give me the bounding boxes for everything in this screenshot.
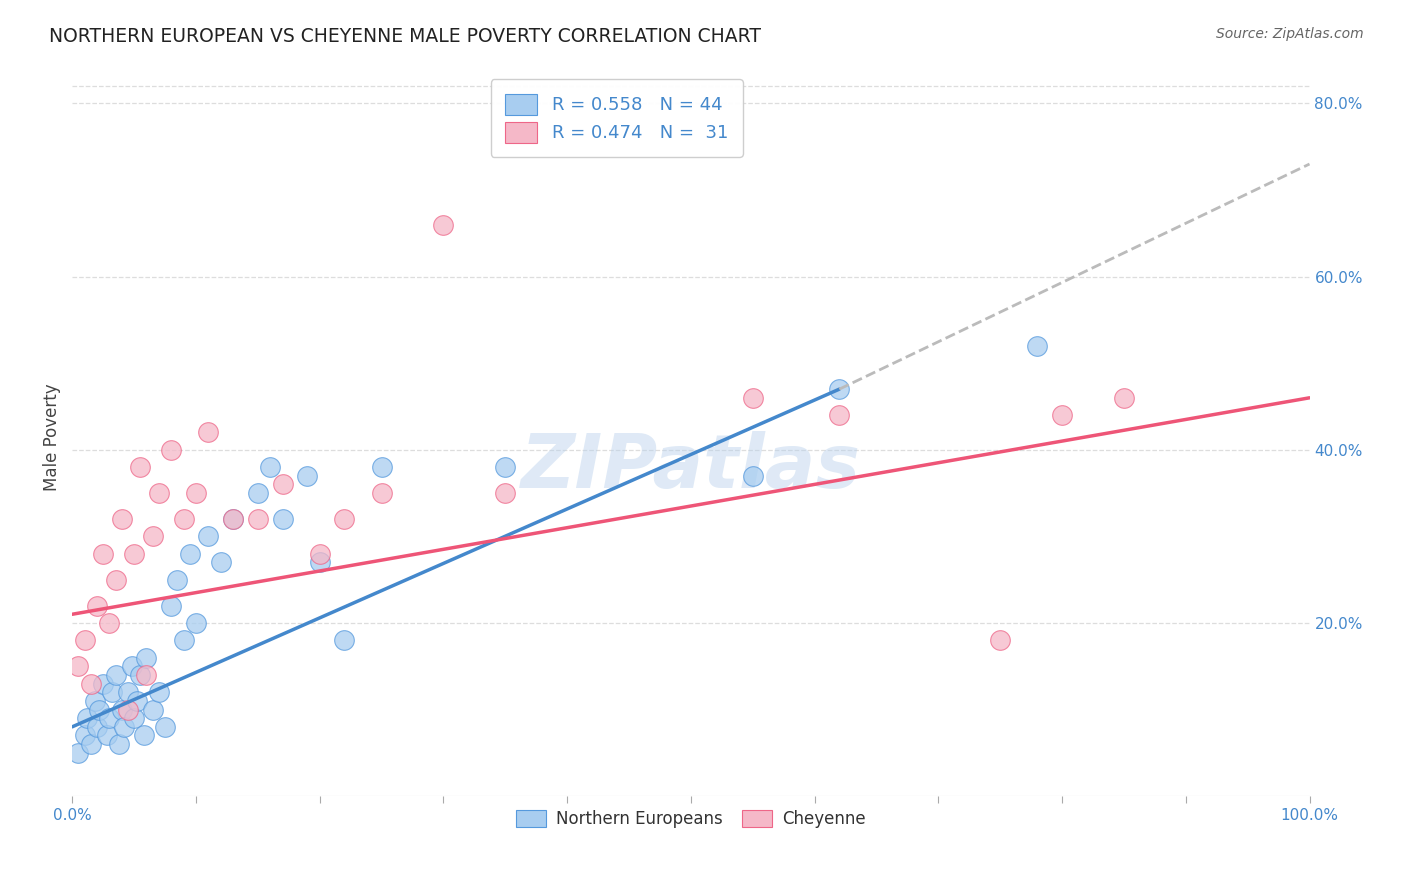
Y-axis label: Male Poverty: Male Poverty: [44, 383, 60, 491]
Point: [86, 599, 108, 613]
Point: [173, 512, 195, 526]
Point: [153, 720, 176, 734]
Text: ZIPatlas: ZIPatlas: [520, 431, 860, 504]
Point: [67, 659, 90, 673]
Point: [160, 599, 183, 613]
Point: [494, 460, 516, 475]
Point: [259, 460, 281, 475]
Point: [988, 633, 1011, 648]
Point: [271, 477, 294, 491]
Point: [104, 573, 127, 587]
Point: [184, 615, 207, 630]
Point: [297, 468, 319, 483]
Point: [104, 668, 127, 682]
Point: [333, 512, 356, 526]
Point: [80, 676, 103, 690]
Point: [96, 729, 118, 743]
Point: [86, 720, 108, 734]
Point: [370, 460, 392, 475]
Point: [333, 633, 356, 648]
Point: [179, 547, 201, 561]
Point: [89, 702, 111, 716]
Point: [91, 676, 114, 690]
Point: [142, 529, 165, 543]
Point: [1050, 408, 1073, 422]
Point: [121, 659, 143, 673]
Point: [222, 512, 245, 526]
Point: [173, 633, 195, 648]
Point: [80, 737, 103, 751]
Point: [129, 460, 152, 475]
Point: [125, 694, 148, 708]
Point: [135, 668, 157, 682]
Point: [73, 729, 96, 743]
Point: [828, 408, 851, 422]
Point: [98, 711, 121, 725]
Point: [112, 720, 135, 734]
Point: [246, 512, 269, 526]
Point: [828, 382, 851, 396]
Point: [83, 694, 105, 708]
Point: [166, 573, 188, 587]
Point: [129, 668, 152, 682]
Point: [1112, 391, 1135, 405]
Point: [432, 218, 454, 232]
Point: [142, 702, 165, 716]
Point: [135, 650, 157, 665]
Point: [222, 512, 245, 526]
Text: NORTHERN EUROPEAN VS CHEYENNE MALE POVERTY CORRELATION CHART: NORTHERN EUROPEAN VS CHEYENNE MALE POVER…: [49, 27, 761, 45]
Point: [117, 702, 139, 716]
Point: [101, 685, 124, 699]
Point: [209, 555, 232, 569]
Text: Source: ZipAtlas.com: Source: ZipAtlas.com: [1216, 27, 1364, 41]
Point: [117, 685, 139, 699]
Point: [73, 633, 96, 648]
Point: [494, 486, 516, 500]
Point: [111, 512, 134, 526]
Point: [98, 615, 121, 630]
Point: [76, 711, 98, 725]
Point: [1026, 339, 1049, 353]
Legend: Northern Europeans, Cheyenne: Northern Europeans, Cheyenne: [509, 803, 873, 835]
Point: [148, 486, 170, 500]
Point: [308, 547, 330, 561]
Point: [91, 547, 114, 561]
Point: [197, 425, 219, 440]
Point: [197, 529, 219, 543]
Point: [160, 442, 183, 457]
Point: [67, 746, 90, 760]
Point: [271, 512, 294, 526]
Point: [370, 486, 392, 500]
Point: [122, 547, 145, 561]
Point: [108, 737, 131, 751]
Point: [122, 711, 145, 725]
Point: [148, 685, 170, 699]
Point: [741, 391, 763, 405]
Point: [184, 486, 207, 500]
Point: [308, 555, 330, 569]
Point: [741, 468, 763, 483]
Point: [246, 486, 269, 500]
Point: [132, 729, 155, 743]
Point: [111, 702, 134, 716]
